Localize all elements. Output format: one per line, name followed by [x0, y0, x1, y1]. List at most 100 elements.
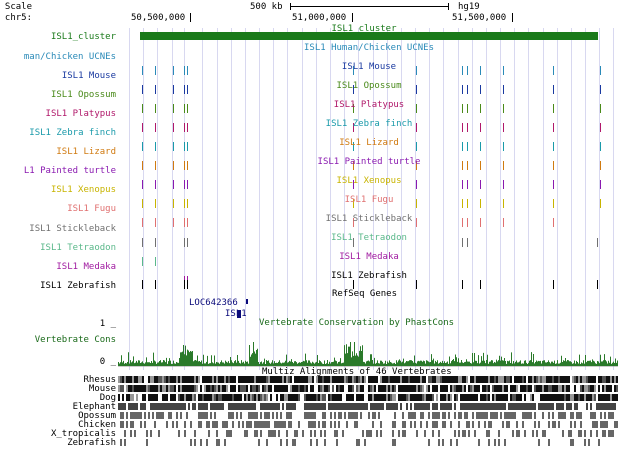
multiz-block	[554, 376, 556, 383]
multiz-block	[324, 376, 326, 383]
multiz-block	[238, 421, 240, 428]
multiz-block	[572, 412, 574, 419]
track-label-10[interactable]: ISL1 Stickleback	[29, 224, 116, 234]
multiz-block	[362, 403, 364, 410]
multiz-block	[354, 376, 356, 383]
multiz-block	[222, 376, 224, 383]
multiz-block	[374, 403, 376, 410]
cons-track-label[interactable]: Vertebrate Cons	[34, 335, 116, 345]
multiz-block	[560, 376, 562, 383]
multiz-species-6[interactable]: X_tropicalis	[50, 429, 116, 439]
multiz-block	[166, 394, 168, 401]
multiz-block	[558, 421, 560, 428]
track-label-2[interactable]: ISL1 Mouse	[61, 71, 116, 81]
multiz-block	[370, 385, 372, 392]
track-label-4[interactable]: ISL1 Platypus	[45, 109, 116, 119]
multiz-block	[592, 412, 594, 419]
coord-2: 51,000,000	[292, 13, 347, 23]
browser-panel[interactable]	[118, 0, 618, 449]
multiz-block	[178, 394, 180, 401]
multiz-block	[614, 403, 616, 410]
track-label-12[interactable]: ISL1 Medaka	[56, 262, 116, 272]
multiz-block	[244, 403, 246, 410]
track-label-0[interactable]: ISL1_cluster	[50, 32, 116, 42]
multiz-block	[548, 394, 550, 401]
multiz-block	[560, 385, 562, 392]
multiz-species-4[interactable]: Opossum	[78, 411, 116, 421]
gene-loc642366[interactable]: LOC642366	[189, 298, 238, 308]
multiz-block	[158, 403, 160, 410]
multiz-block	[518, 376, 520, 383]
multiz-block	[138, 376, 140, 383]
multiz-species-0[interactable]: Rhesus	[83, 375, 116, 385]
multiz-block	[266, 439, 268, 446]
multiz-species-3[interactable]: Elephant	[72, 402, 116, 412]
track-title-11: ISL1 Tetraodon	[331, 233, 407, 243]
multiz-block	[124, 403, 126, 410]
multiz-block	[134, 376, 136, 383]
multiz-species-7[interactable]: Zebrafish	[67, 438, 116, 448]
multiz-block	[118, 376, 120, 383]
multiz-species-2[interactable]: Dog	[99, 393, 116, 403]
track-label-9[interactable]: ISL1 Fugu	[67, 204, 116, 214]
multiz-block	[416, 403, 418, 410]
multiz-block	[406, 403, 408, 410]
multiz-block	[350, 376, 352, 383]
gene-isl1[interactable]: ISL1	[225, 309, 247, 319]
track-title-5: ISL1 Zebra finch	[325, 119, 413, 129]
track-label-5[interactable]: ISL1 Zebra finch	[29, 128, 116, 138]
multiz-block	[392, 385, 394, 392]
multiz-block	[482, 412, 484, 419]
multiz-block	[432, 385, 434, 392]
multiz-block	[484, 394, 486, 401]
multiz-species-1[interactable]: Mouse	[88, 384, 116, 394]
multiz-block	[320, 385, 322, 392]
multiz-block	[374, 376, 376, 383]
multiz-block	[380, 430, 382, 437]
multiz-block	[308, 403, 310, 410]
multiz-block	[482, 376, 484, 383]
multiz-block	[512, 412, 514, 419]
multiz-block	[442, 439, 444, 446]
multiz-block	[500, 394, 502, 401]
multiz-block	[600, 403, 602, 410]
multiz-block	[364, 376, 366, 383]
multiz-block	[278, 376, 280, 383]
multiz-block	[546, 403, 548, 410]
multiz-block	[356, 394, 358, 401]
multiz-block	[356, 376, 358, 383]
multiz-block	[478, 421, 480, 428]
multiz-block	[480, 403, 482, 410]
multiz-block	[554, 385, 556, 392]
multiz-block	[356, 412, 358, 419]
track-label-11[interactable]: ISL1 Tetraodon	[40, 243, 116, 253]
multiz-block	[556, 394, 558, 401]
multiz-block	[212, 385, 214, 392]
multiz-block	[490, 403, 492, 410]
track-label-3[interactable]: ISL1 Opossum	[50, 90, 116, 100]
track-label-6[interactable]: ISL1 Lizard	[56, 147, 116, 157]
track-label-7[interactable]: L1 Painted turtle	[23, 166, 116, 176]
track-label-8[interactable]: ISL1 Xenopus	[50, 185, 116, 195]
multiz-block	[250, 403, 252, 410]
multiz-block	[552, 385, 554, 392]
multiz-block	[398, 385, 400, 392]
multiz-block	[480, 412, 482, 419]
multiz-block	[456, 394, 458, 401]
multiz-block	[576, 412, 578, 419]
multiz-block	[288, 412, 290, 419]
track-label-13[interactable]: ISL1 Zebrafish	[40, 281, 116, 291]
multiz-block	[488, 439, 490, 446]
multiz-block	[542, 385, 544, 392]
multiz-species-5[interactable]: Chicken	[78, 420, 116, 430]
track-label-1[interactable]: man/Chicken UCNEs	[23, 52, 116, 62]
multiz-block	[124, 439, 126, 446]
multiz-block	[544, 385, 546, 392]
multiz-block	[334, 430, 336, 437]
multiz-block	[404, 385, 406, 392]
track-title-10: ISL1 Stickleback	[325, 214, 413, 224]
multiz-block	[400, 385, 402, 392]
multiz-block	[612, 403, 614, 410]
multiz-block	[344, 376, 346, 383]
multiz-block	[592, 385, 594, 392]
